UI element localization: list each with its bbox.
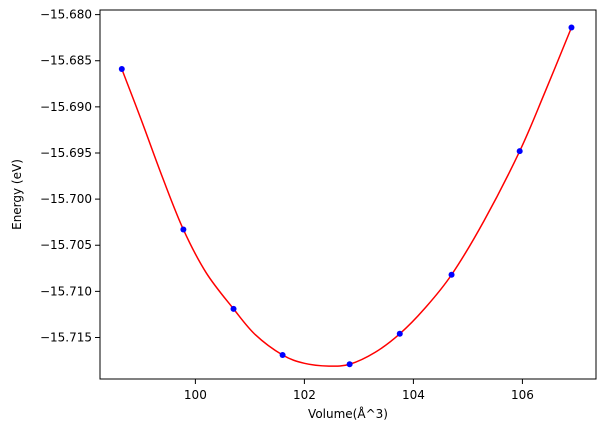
x-tick-label: 102 — [293, 388, 316, 402]
plot-frame — [99, 9, 597, 380]
x-tick-label: 106 — [511, 388, 534, 402]
y-tick-label: −15.695 — [40, 146, 92, 160]
data-point — [516, 148, 523, 155]
y-tick-label: −15.680 — [40, 8, 92, 22]
data-point — [279, 352, 286, 359]
data-points-layer — [118, 24, 575, 368]
data-point — [180, 226, 187, 233]
y-tick-label: −15.710 — [40, 284, 92, 298]
data-point — [230, 305, 237, 312]
data-point — [118, 66, 125, 73]
data-point — [396, 330, 403, 337]
y-tick-label: −15.700 — [40, 192, 92, 206]
y-axis-label: Energy (eV) — [10, 159, 24, 230]
x-tick-label: 104 — [402, 388, 425, 402]
data-point — [448, 271, 455, 278]
plot-area — [100, 10, 596, 379]
y-tick-label: −15.685 — [40, 54, 92, 68]
x-axis-label: Volume(Å^3) — [308, 406, 388, 421]
y-tick-label: −15.705 — [40, 238, 92, 252]
y-tick-label: −15.690 — [40, 100, 92, 114]
data-point — [568, 24, 575, 31]
x-axis-ticks: 100 102 104 106 — [184, 379, 534, 402]
y-tick-label: −15.715 — [40, 330, 92, 344]
x-tick-label: 100 — [184, 388, 207, 402]
data-point — [346, 361, 353, 368]
y-axis-ticks: −15.680 −15.685 −15.690 −15.695 −15.700 −15.7… — [40, 8, 100, 344]
